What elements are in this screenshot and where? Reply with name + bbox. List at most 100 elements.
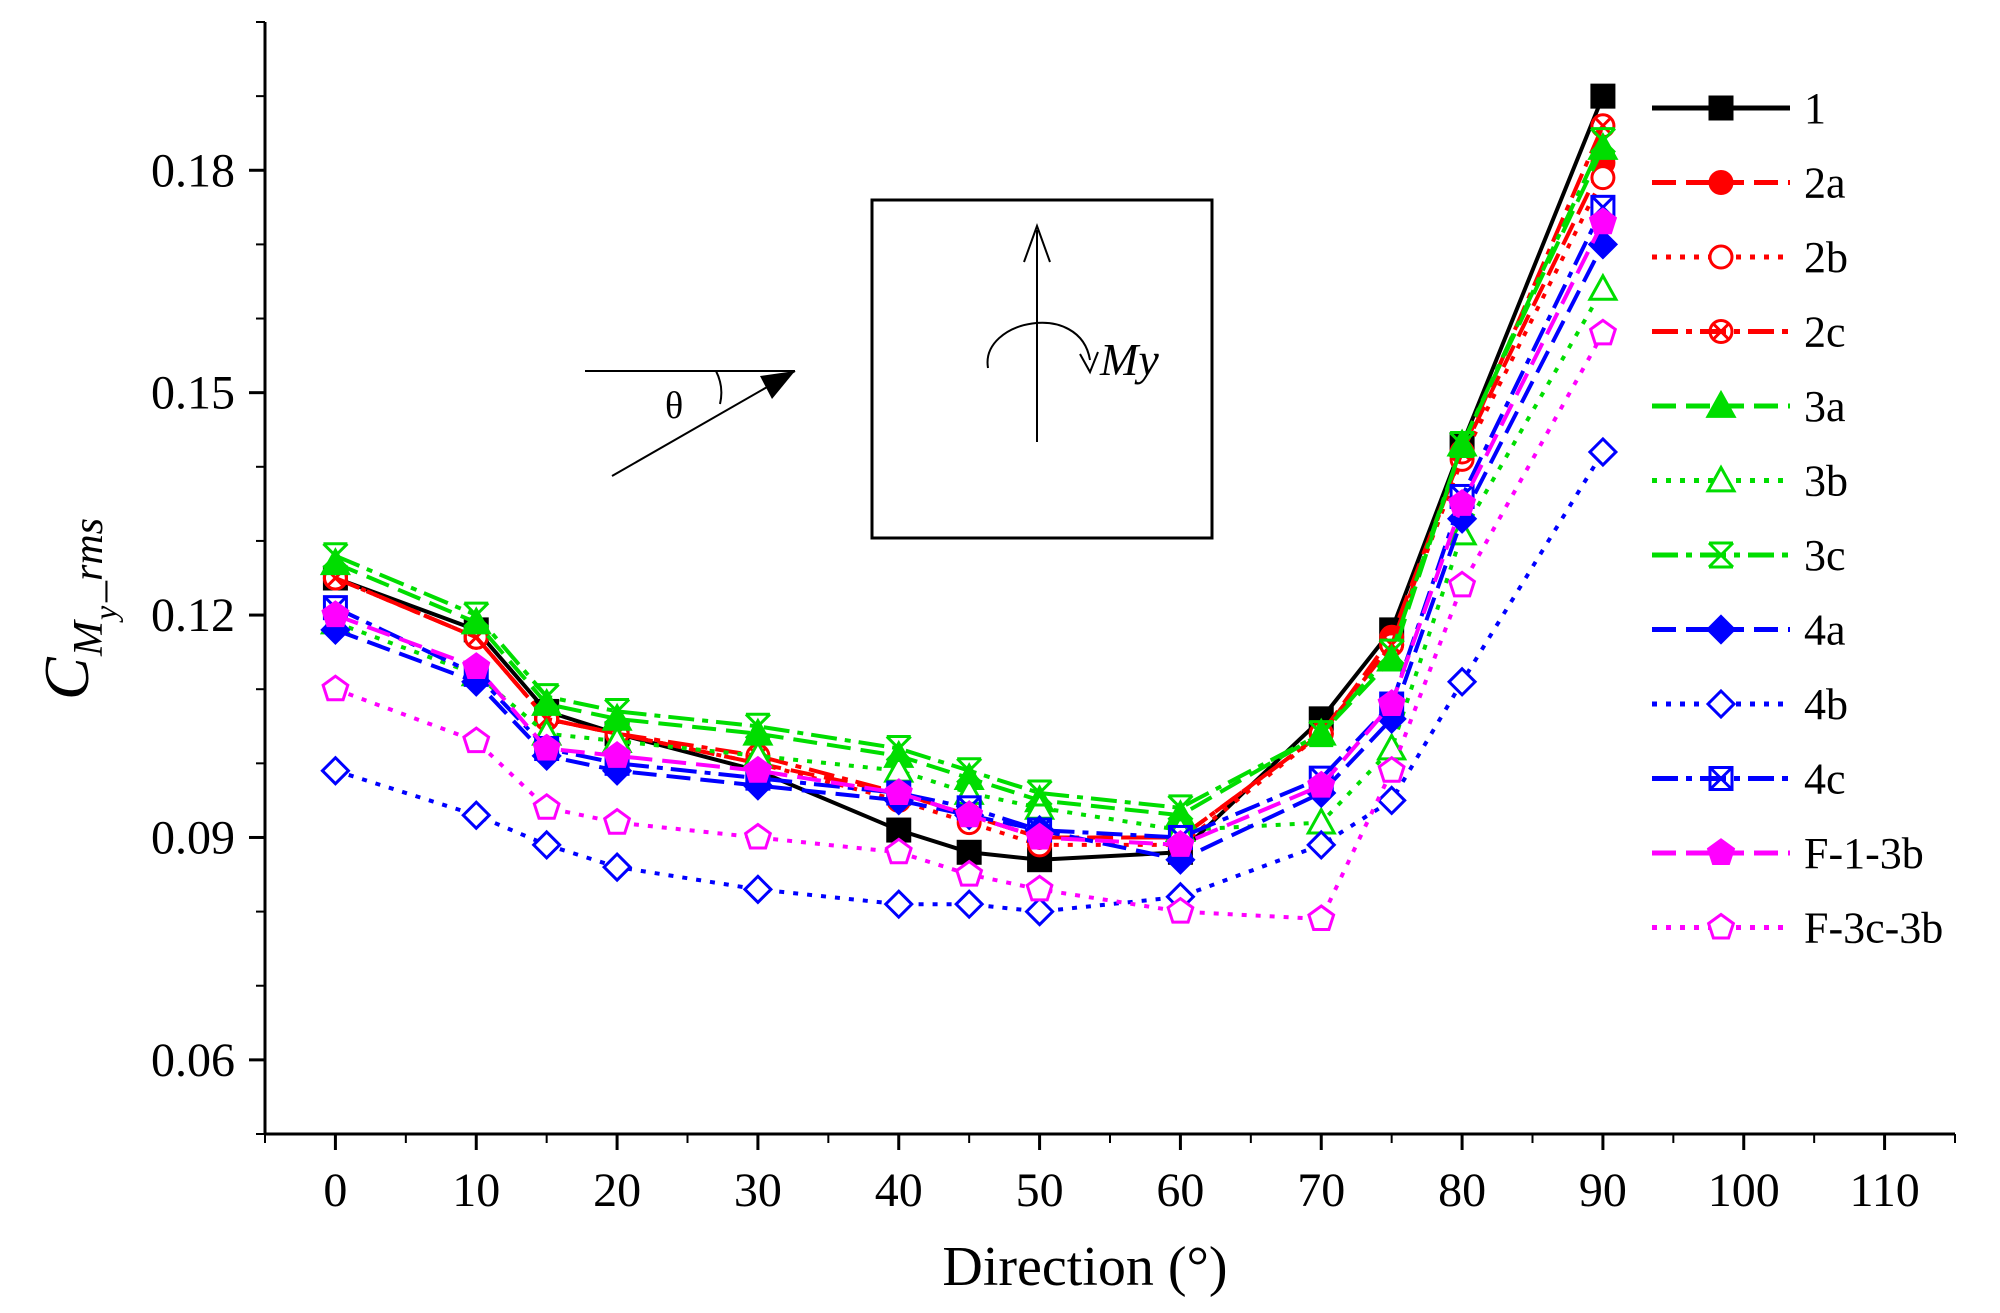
data-point <box>884 778 913 805</box>
data-point <box>1447 570 1477 598</box>
y-label-suffix: _rms <box>66 518 112 603</box>
data-point <box>1307 904 1336 931</box>
y-tick-label: 0.12 <box>151 589 235 642</box>
x-tick-label: 10 <box>452 1164 500 1217</box>
data-point <box>532 792 561 820</box>
legend: 1 2a 2b 2c 3a 3b 3c 4a 4b 4c F-1-3b F-3c-3b <box>1652 84 1943 953</box>
data-point-cross <box>1593 116 1612 135</box>
y-tick-label: 0.18 <box>151 144 235 197</box>
x-tick-label: 60 <box>1156 1164 1204 1217</box>
data-point <box>322 542 349 570</box>
series-2c <box>322 113 1616 850</box>
legend-marker <box>1706 838 1736 865</box>
data-point <box>1166 830 1195 857</box>
legend-item: F-1-3b <box>1652 829 1924 878</box>
legend-label: 2b <box>1804 233 1848 282</box>
x-tick-label: 0 <box>323 1164 347 1217</box>
data-point <box>1376 785 1407 816</box>
series-F-1-3b <box>321 207 1618 857</box>
data-point <box>1588 207 1618 235</box>
data-point <box>1025 822 1054 850</box>
legend-marker <box>1708 319 1734 344</box>
data-point <box>463 601 490 629</box>
inset-angle-symbol: θ <box>665 385 683 427</box>
x-tick-label: 100 <box>1708 1164 1780 1217</box>
data-point <box>320 755 351 786</box>
x-tick-label: 70 <box>1297 1164 1345 1217</box>
data-point <box>1377 755 1406 783</box>
data-point <box>462 652 491 679</box>
data-point <box>885 735 912 763</box>
legend-label: 3c <box>1804 531 1846 580</box>
data-point <box>461 800 492 831</box>
inset-moment-arc <box>986 321 1091 369</box>
data-point <box>602 807 632 835</box>
series-line-3c <box>334 139 1605 810</box>
y-axis-title: C M y _rms <box>31 518 123 700</box>
legend-item: F-3c-3b <box>1652 904 1943 953</box>
data-point <box>956 757 983 785</box>
data-point <box>955 859 984 887</box>
data-point <box>1446 666 1478 697</box>
x-tick-label: 110 <box>1849 1164 1919 1217</box>
data-point <box>1306 829 1337 861</box>
series-line-4c <box>334 206 1605 840</box>
series-line-2b <box>334 176 1605 847</box>
data-point <box>1308 720 1335 748</box>
legend-label: 1 <box>1804 84 1826 133</box>
legend-marker <box>1707 541 1735 569</box>
legend-marker <box>1708 766 1734 791</box>
legend-item: 4a <box>1652 606 1846 655</box>
legend-item: 2b <box>1652 233 1848 282</box>
series-group <box>319 83 1619 931</box>
data-point <box>1590 165 1616 191</box>
data-point <box>1447 489 1477 516</box>
y-label-sub: M <box>66 619 112 657</box>
legend-marker <box>1706 912 1736 940</box>
inset-angle-arc <box>715 370 723 405</box>
legend-item: 4c <box>1652 755 1846 804</box>
series-line-3b <box>334 287 1605 833</box>
legend-label: 4c <box>1804 755 1846 804</box>
series-line-F-1-3b <box>334 221 1605 847</box>
x-tick-label: 90 <box>1579 1164 1627 1217</box>
x-tick-label: 80 <box>1438 1164 1486 1217</box>
data-point <box>531 829 562 861</box>
data-point <box>321 674 350 702</box>
data-point <box>601 851 633 883</box>
legend-marker <box>1705 614 1737 645</box>
legend-label: F-1-3b <box>1804 829 1924 878</box>
series-line-1 <box>334 95 1605 862</box>
data-point <box>954 889 985 920</box>
data-point <box>1025 874 1054 902</box>
x-tick-label: 40 <box>875 1164 923 1217</box>
data-point <box>1307 770 1336 798</box>
inset-wind-arrow-icon <box>760 371 795 399</box>
y-tick-label: 0.06 <box>151 1034 235 1087</box>
inset-arrow-head-icon <box>1023 223 1051 263</box>
data-point <box>602 741 632 768</box>
axes <box>263 22 1955 1136</box>
inset-box <box>870 198 1214 540</box>
legend-item: 3b <box>1652 457 1848 506</box>
data-point <box>955 800 984 828</box>
inset-diagram: My θ <box>585 198 1214 540</box>
inset-moment-label: My <box>1099 334 1159 385</box>
legend-marker-cross <box>1712 322 1730 341</box>
legend-marker <box>1705 688 1737 720</box>
legend-label: 4b <box>1804 680 1848 729</box>
legend-item: 1 <box>1652 84 1826 133</box>
data-point <box>743 822 773 850</box>
data-point <box>1587 272 1619 301</box>
data-point <box>743 755 773 783</box>
legend-marker <box>1708 170 1734 195</box>
data-point <box>884 837 913 865</box>
data-point <box>1024 896 1055 927</box>
y-label-subsub: y <box>87 605 123 623</box>
legend-marker-cross <box>1708 766 1734 791</box>
inset-wind-line <box>611 370 796 477</box>
data-point <box>1589 127 1616 155</box>
data-point <box>532 733 561 761</box>
legend-item: 4b <box>1652 680 1848 729</box>
